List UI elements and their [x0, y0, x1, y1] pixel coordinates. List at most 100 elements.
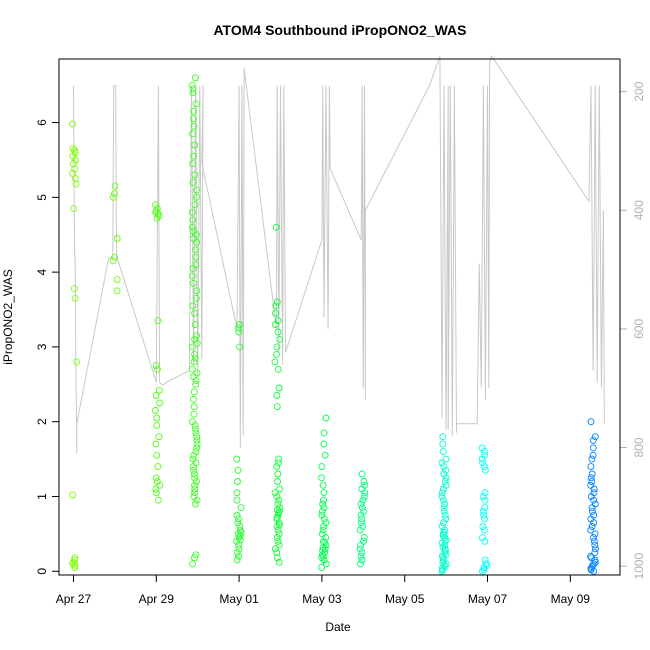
data-point [193, 369, 201, 377]
y-tick-label: 5 [35, 194, 49, 201]
data-point [439, 543, 447, 551]
data-point [274, 526, 282, 534]
data-point [236, 526, 244, 534]
data-point [192, 377, 200, 385]
data-point [358, 556, 366, 564]
data-point [360, 478, 368, 485]
data-point [190, 373, 198, 381]
data-point [479, 522, 487, 530]
y-axis-label: iPropONO2_WAS [1, 269, 15, 365]
data-point [590, 537, 598, 545]
data-point [275, 530, 283, 538]
data-point [193, 440, 201, 448]
data-point [273, 463, 281, 471]
data-point [155, 433, 163, 441]
x-tick-label: May 01 [219, 592, 259, 606]
data-point [273, 392, 281, 399]
data-point [191, 474, 199, 482]
data-point [191, 481, 198, 489]
data-point [442, 515, 450, 523]
data-point [319, 500, 327, 508]
data-point [189, 395, 197, 403]
y-tick-label: 4 [35, 268, 49, 275]
data-point [275, 455, 283, 463]
data-point [441, 478, 449, 485]
data-point [360, 507, 368, 515]
data-point [275, 541, 283, 549]
data-point [274, 511, 282, 519]
data-point [191, 321, 199, 328]
data-point [358, 504, 366, 512]
right-tick-label: 800 [632, 437, 646, 457]
data-point [191, 470, 198, 478]
data-point [480, 448, 488, 456]
data-point [191, 335, 199, 343]
data-point [235, 545, 243, 553]
data-point [69, 120, 76, 128]
data-point [478, 567, 486, 575]
data-point [588, 478, 596, 485]
series-0 [69, 120, 81, 571]
data-point [276, 504, 284, 512]
data-point [481, 537, 489, 545]
data-point [233, 455, 241, 463]
data-point [233, 496, 241, 504]
data-point [274, 365, 282, 373]
data-point [357, 552, 365, 560]
data-point [481, 466, 489, 474]
data-point [361, 481, 369, 489]
data-point [152, 440, 160, 448]
data-point [188, 272, 196, 280]
data-point [69, 169, 77, 177]
x-tick-label: May 03 [302, 592, 342, 606]
data-point [441, 500, 449, 508]
data-point [113, 276, 121, 284]
series-3 [188, 74, 201, 568]
data-point [189, 343, 197, 351]
data-point [154, 496, 162, 504]
data-point [191, 309, 199, 317]
data-point [587, 554, 595, 562]
data-point [72, 175, 79, 183]
series-1 [109, 182, 121, 295]
y-tick-label: 2 [35, 418, 49, 425]
data-point [440, 504, 448, 512]
data-point [154, 463, 162, 471]
data-point [590, 485, 598, 493]
data-point [359, 496, 367, 504]
data-point [589, 444, 597, 452]
data-point [70, 285, 78, 293]
data-point [191, 350, 198, 358]
altitude-track [73, 54, 605, 454]
data-point [190, 152, 198, 160]
y-tick-label: 3 [35, 343, 49, 350]
data-point [71, 556, 78, 564]
data-point [439, 556, 447, 564]
data-point [320, 489, 328, 497]
data-point [481, 451, 489, 459]
data-point [72, 180, 80, 188]
data-point [233, 556, 241, 564]
data-point [153, 421, 161, 429]
data-point [587, 481, 595, 489]
data-point [192, 253, 200, 261]
series-10 [587, 418, 599, 575]
data-point [189, 160, 197, 168]
data-point [273, 493, 281, 500]
data-point [440, 526, 448, 534]
data-point [192, 261, 200, 269]
data-point [440, 519, 447, 527]
data-point [439, 440, 447, 448]
data-point [71, 146, 79, 154]
data-point [236, 343, 244, 351]
right-tick-label: 600 [632, 319, 646, 339]
data-point [234, 515, 242, 523]
data-point [235, 328, 243, 336]
data-point [113, 287, 121, 295]
data-point [189, 178, 197, 186]
data-point [233, 549, 241, 557]
data-point [478, 534, 486, 542]
data-point [190, 493, 198, 500]
data-point [192, 380, 200, 388]
